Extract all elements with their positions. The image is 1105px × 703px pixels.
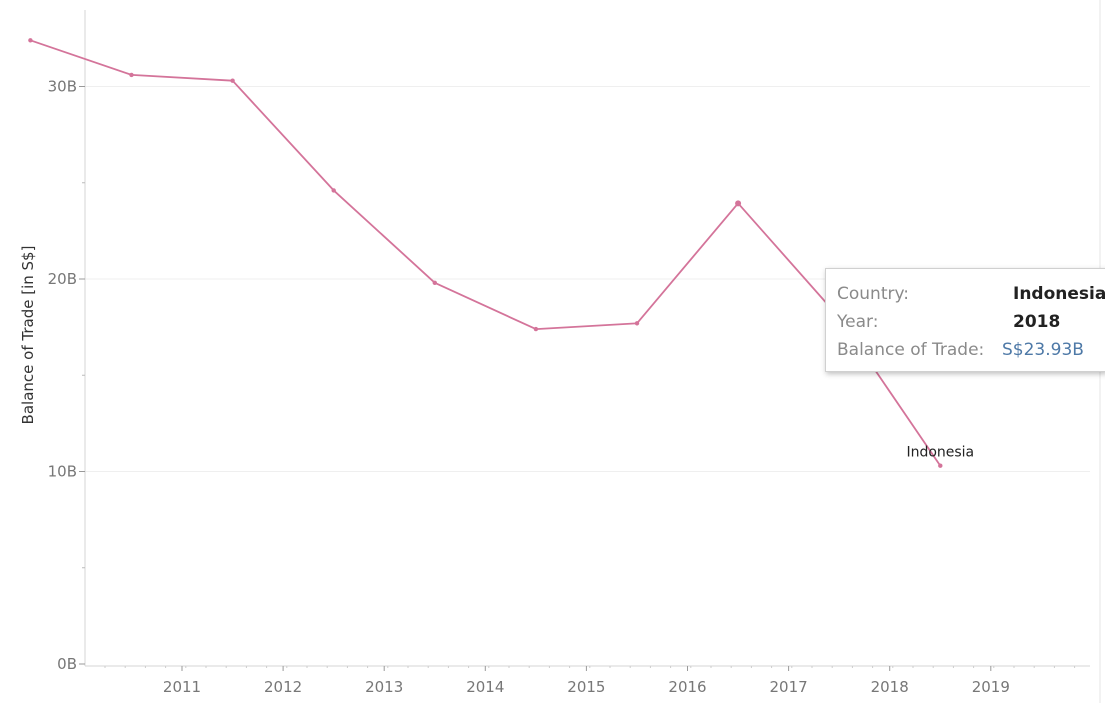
data-point-2017 [735,200,742,207]
tooltip-balance-value: S$23.93B [1002,340,1084,360]
data-point-2015 [533,326,539,332]
y-tick-label-30B: 30B [48,78,77,96]
x-tick-label-2018: 2018 [871,678,909,696]
data-point-2012 [230,78,235,83]
tooltip-year-row: Year: 2018 [837,312,1060,332]
tooltip: Country: Indonesia Year: 2018 Balance of… [825,268,1105,372]
data-point-2016 [634,321,640,326]
tooltip-balance-key: Balance of Trade: [837,340,985,360]
data-point-2010 [28,38,33,43]
x-axis-ticks: 2011 2012 2013 2014 2015 2016 2017 2018 2019 [104,666,1076,696]
y-axis-ticks: 0B 10B 20B 30B [48,78,85,673]
tooltip-country-value: Indonesia [1013,284,1105,304]
y-tick-label-20B: 20B [48,270,77,288]
series-line-indonesia [30,39,942,467]
tooltip-year-key: Year: [837,312,879,332]
x-tick-label-2016: 2016 [668,678,706,696]
data-point-2019 [938,463,943,468]
x-tick-label-2017: 2017 [770,678,808,696]
tooltip-balance-row: Balance of Trade: S$23.93B [837,340,1084,360]
series-end-label: Indonesia [906,445,974,461]
series-group: Indonesia [28,38,974,468]
data-point-2011 [129,72,134,78]
x-tick-label-2015: 2015 [567,678,605,696]
data-point-2014 [432,280,437,286]
data-point-2013 [331,188,336,193]
y-axis-title: Balance of Trade [in S$] [19,246,37,425]
x-tick-label-2012: 2012 [264,678,302,696]
tooltip-country-row: Country: Indonesia [837,284,1105,304]
x-tick-label-2011: 2011 [163,678,201,696]
x-tick-label-2013: 2013 [365,678,403,696]
y-tick-label-0B: 0B [57,655,77,673]
tooltip-year-value: 2018 [1013,312,1061,332]
y-tick-label-10B: 10B [48,463,77,481]
tooltip-country-key: Country: [837,284,910,304]
x-tick-label-2019: 2019 [972,678,1010,696]
x-tick-label-2014: 2014 [466,678,504,696]
